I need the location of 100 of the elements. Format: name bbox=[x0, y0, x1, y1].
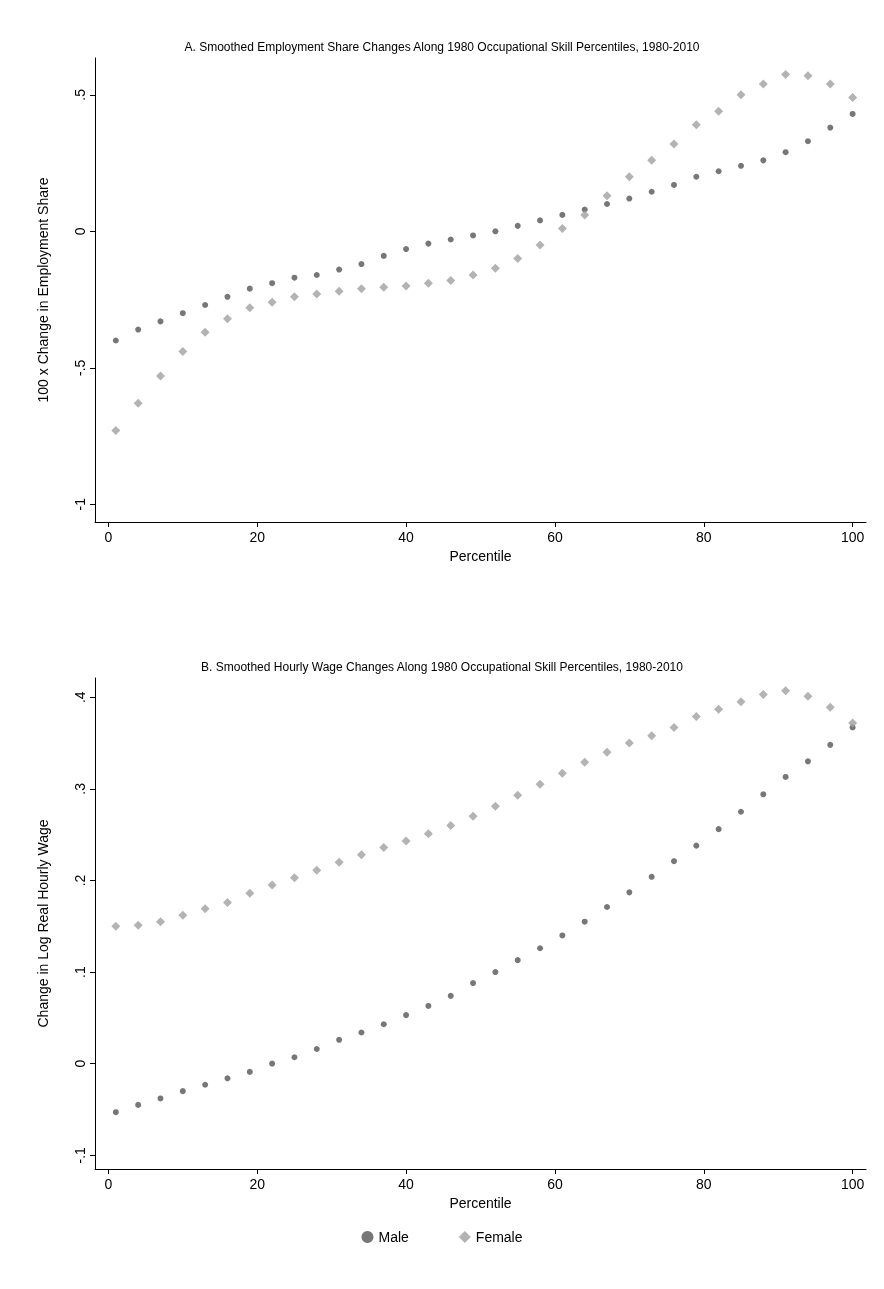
point bbox=[312, 289, 322, 299]
point bbox=[602, 747, 612, 757]
point bbox=[111, 921, 121, 931]
point bbox=[312, 865, 322, 875]
point bbox=[626, 889, 633, 896]
point bbox=[804, 758, 811, 765]
point bbox=[334, 857, 344, 867]
point bbox=[557, 224, 567, 234]
y-tick-label: .2 bbox=[72, 874, 88, 887]
point bbox=[289, 292, 299, 302]
point bbox=[781, 686, 791, 696]
point bbox=[737, 808, 744, 815]
point bbox=[760, 791, 767, 798]
point bbox=[693, 173, 700, 180]
x-tick-label: 40 bbox=[398, 1176, 415, 1192]
x-tick-label: 20 bbox=[249, 1176, 266, 1192]
point bbox=[222, 314, 232, 324]
point bbox=[356, 284, 366, 294]
point bbox=[648, 188, 655, 195]
point bbox=[447, 992, 454, 999]
point bbox=[559, 932, 566, 939]
point bbox=[133, 920, 143, 930]
point bbox=[135, 326, 142, 333]
x-axis-title: Percentile bbox=[449, 547, 512, 564]
point bbox=[291, 1054, 298, 1061]
point bbox=[581, 918, 588, 925]
x-tick-label: 60 bbox=[547, 1176, 563, 1192]
point bbox=[848, 93, 858, 103]
y-tick-label: .5 bbox=[72, 88, 88, 101]
point bbox=[269, 280, 276, 287]
y-axis-title: Change in Log Real Hourly Wage bbox=[35, 819, 51, 1028]
point bbox=[827, 124, 834, 131]
point bbox=[200, 904, 210, 914]
point bbox=[358, 261, 365, 268]
point bbox=[178, 346, 188, 356]
point bbox=[291, 274, 298, 281]
point bbox=[269, 1060, 276, 1067]
point bbox=[403, 246, 410, 253]
y-tick-label: -1 bbox=[72, 497, 88, 511]
point bbox=[179, 310, 186, 317]
point bbox=[825, 702, 835, 712]
point bbox=[403, 1012, 410, 1019]
point bbox=[334, 286, 344, 296]
point bbox=[446, 275, 456, 285]
point bbox=[470, 980, 477, 987]
point bbox=[222, 897, 232, 907]
point bbox=[202, 302, 209, 309]
point bbox=[736, 697, 746, 707]
x-tick-label: 40 bbox=[398, 529, 415, 545]
point bbox=[178, 910, 188, 920]
point bbox=[715, 168, 722, 175]
point bbox=[135, 1101, 142, 1108]
y-tick-label: -.5 bbox=[72, 359, 88, 376]
point bbox=[401, 281, 411, 291]
point bbox=[647, 731, 657, 741]
point bbox=[401, 836, 411, 846]
point bbox=[425, 1002, 432, 1009]
x-tick-label: 60 bbox=[547, 529, 563, 545]
point bbox=[760, 157, 767, 164]
point bbox=[513, 254, 523, 264]
point bbox=[157, 1095, 164, 1102]
point bbox=[557, 768, 567, 778]
point bbox=[224, 1075, 231, 1082]
y-tick-label: -.1 bbox=[72, 1146, 88, 1164]
point bbox=[356, 850, 366, 860]
point bbox=[202, 1081, 209, 1088]
point bbox=[111, 426, 121, 436]
point bbox=[267, 297, 277, 307]
point bbox=[490, 263, 500, 273]
point bbox=[669, 139, 679, 149]
point bbox=[468, 270, 478, 280]
point bbox=[624, 172, 634, 182]
point bbox=[425, 240, 432, 247]
point bbox=[535, 240, 545, 250]
point bbox=[246, 1068, 253, 1075]
point bbox=[604, 904, 611, 911]
point bbox=[537, 217, 544, 224]
point bbox=[468, 811, 478, 821]
point bbox=[804, 138, 811, 145]
point bbox=[624, 738, 634, 748]
point bbox=[289, 873, 299, 883]
point bbox=[379, 842, 389, 852]
point bbox=[245, 888, 255, 898]
x-axis-title: Percentile bbox=[449, 1194, 512, 1211]
point bbox=[245, 303, 255, 313]
point bbox=[313, 1046, 320, 1052]
point bbox=[112, 337, 119, 344]
x-tick-label: 80 bbox=[695, 529, 712, 545]
point bbox=[358, 1029, 365, 1036]
x-tick-label: 0 bbox=[104, 1176, 113, 1192]
y-tick-label: .1 bbox=[72, 966, 88, 978]
point bbox=[423, 829, 433, 839]
point bbox=[669, 722, 679, 732]
x-tick-label: 80 bbox=[695, 1176, 712, 1192]
point bbox=[848, 718, 858, 728]
x-tick-label: 100 bbox=[840, 1176, 865, 1192]
legend-label: Female bbox=[475, 1229, 523, 1245]
point bbox=[736, 90, 746, 100]
point bbox=[782, 149, 789, 156]
point bbox=[604, 201, 611, 208]
